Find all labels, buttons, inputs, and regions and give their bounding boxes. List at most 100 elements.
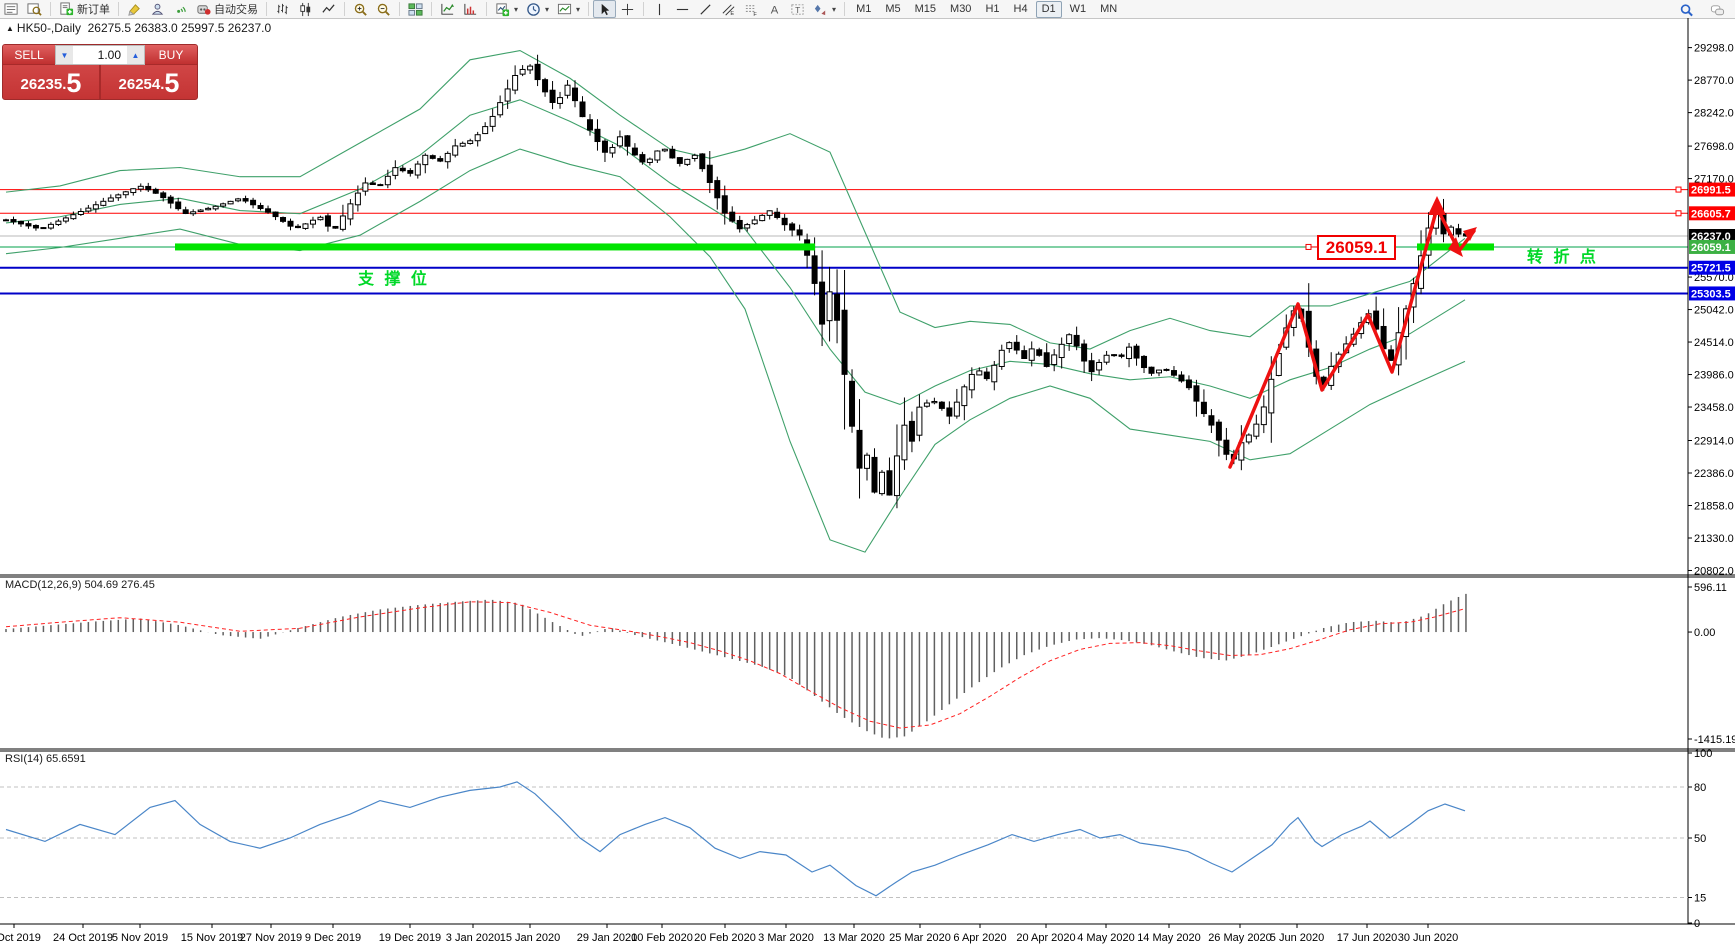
svg-text:E: E (730, 11, 734, 17)
search-button[interactable] (1675, 1, 1698, 19)
new-order-button[interactable]: 新订单 (55, 0, 114, 18)
timeframe-m5-button[interactable]: M5 (885, 3, 901, 15)
indicator-window-button[interactable] (436, 0, 459, 18)
timeframe-m30-button[interactable]: M30 (950, 3, 972, 15)
signals-button[interactable] (169, 0, 192, 18)
zoom-in-button[interactable] (349, 0, 372, 18)
timeframe-h4-button[interactable]: H4 (1013, 3, 1028, 15)
volume-input[interactable]: 1.00 (73, 46, 127, 64)
svg-text:26605.7: 26605.7 (1691, 208, 1731, 220)
text-label-tool-button[interactable]: T (786, 0, 809, 18)
svg-text:21858.0: 21858.0 (1694, 500, 1734, 512)
dropdown-caret-icon[interactable]: ▾ (576, 4, 581, 14)
support-band[interactable] (175, 243, 815, 251)
templates-menu-button[interactable]: ▾ (553, 0, 584, 18)
highlighter-button[interactable] (123, 0, 146, 18)
buy-price[interactable]: 26254. 5 (118, 68, 180, 98)
timeframe-m1-button[interactable]: M1 (856, 3, 872, 15)
bars-icon (275, 2, 290, 17)
support-annotation[interactable]: 支 撑 位 (357, 269, 430, 288)
date-label: 17 Jun 2020 (1337, 932, 1398, 944)
svg-text:596.11: 596.11 (1694, 582, 1727, 594)
timeframe-h1-button[interactable]: H1 (985, 3, 1000, 15)
turning-point-annotation[interactable]: 转 折 点 (1527, 247, 1599, 266)
terminal-icon (4, 2, 19, 17)
equidistant-channel-tool-button[interactable]: E (717, 0, 740, 18)
cursor-icon (597, 2, 612, 17)
objects-list-button[interactable] (459, 0, 482, 18)
toolbar-separator (844, 2, 846, 16)
toolbar-separator (486, 2, 487, 16)
bollinger-lower (5, 148, 1466, 553)
terminal-toggle-button[interactable] (0, 0, 23, 18)
timeframe-mn-button[interactable]: MN (1100, 3, 1118, 15)
rsi-panel: 100 80 50 15 0 (0, 748, 1712, 930)
timeframe-w1-button[interactable]: W1 (1069, 3, 1087, 15)
candlestick-chart-mode-button[interactable] (294, 0, 317, 18)
text-tool-button[interactable]: A (763, 0, 786, 18)
periods-menu-button[interactable]: ▾ (522, 0, 553, 18)
date-label: 29 Jan 2020 (577, 932, 638, 944)
timeframe-d1-button[interactable]: D1 (1035, 0, 1062, 18)
autotrading-button[interactable]: 自动交易 (192, 0, 262, 18)
svg-text:25721.5: 25721.5 (1691, 263, 1731, 275)
dropdown-caret-icon[interactable]: ▾ (832, 4, 837, 14)
tile-windows-button[interactable] (404, 0, 427, 18)
dropdown-caret-icon[interactable]: ▾ (545, 4, 550, 14)
expert-advisors-button[interactable] (146, 0, 169, 18)
addind-icon (495, 2, 510, 17)
vertical-line-tool-button[interactable] (648, 0, 671, 18)
crosshair-tool-button[interactable] (616, 0, 639, 18)
chart-title: ▲ HK50-,Daily 26275.5 26383.0 25997.5 262… (6, 21, 271, 35)
navigator-toggle-button[interactable] (23, 0, 46, 18)
arrows-tool-button[interactable]: ▾ (809, 0, 840, 18)
trend-arrow[interactable] (1228, 196, 1477, 469)
bar-chart-mode-button[interactable] (271, 0, 294, 18)
cursor-tool-button[interactable] (593, 0, 617, 18)
zoom-out-button[interactable] (372, 0, 395, 18)
vline-icon (652, 2, 667, 17)
collapse-trade-panel-icon[interactable]: ▲ (6, 24, 14, 33)
signal-icon (173, 2, 188, 17)
date-label: 26 May 2020 (1208, 932, 1272, 944)
volume-up-button[interactable]: ▲ (127, 46, 144, 64)
svg-text:0: 0 (1694, 918, 1700, 930)
volume-down-button[interactable]: ▼ (56, 46, 73, 64)
toolbar-separator (431, 2, 432, 16)
sell-button[interactable]: SELL (3, 45, 55, 65)
fibonacci-tool-button[interactable]: F (740, 0, 763, 18)
line-handle[interactable] (1675, 210, 1682, 217)
bollinger-bands (5, 49, 1466, 553)
dropdown-caret-icon[interactable]: ▾ (514, 4, 519, 14)
line-chart-mode-button[interactable] (317, 0, 340, 18)
svg-text:29298.0: 29298.0 (1694, 43, 1734, 55)
buy-button[interactable]: BUY (145, 45, 197, 65)
svg-text:20802.0: 20802.0 (1694, 565, 1734, 577)
svg-text:22914.0: 22914.0 (1694, 436, 1734, 448)
horizontal-line-tool-button[interactable] (671, 0, 694, 18)
ohlc-values: 26275.5 26383.0 25997.5 26237.0 (87, 21, 272, 35)
date-label: 5 Nov 2019 (112, 932, 168, 944)
date-label: 20 Feb 2020 (694, 932, 756, 944)
svg-text:100: 100 (1694, 748, 1712, 760)
labelT-icon: T (790, 2, 805, 17)
one-click-trading-panel: SELL ▼ 1.00 ▲ BUY 26235. 5 26254. 5 (2, 44, 198, 100)
trendline-tool-button[interactable] (694, 0, 717, 18)
timeframe-m15-button[interactable]: M15 (914, 3, 937, 15)
price-tag-26059[interactable]: 26059.1 (1305, 235, 1396, 260)
price-badge-25721.5 (1689, 260, 1735, 275)
volume-stepper: ▼ 1.00 ▲ (55, 45, 145, 65)
sell-price[interactable]: 26235. 5 (3, 65, 101, 99)
toolbar: 新订单 自动交易 ▾ ▾ ▾ E F A T ▾ M1 M5 M15 M30 H1 H4 D1 W1 MN (0, 0, 1735, 19)
bollinger-upper (5, 49, 1466, 350)
autotrading-label: 自动交易 (214, 4, 258, 16)
line-handle[interactable] (1675, 186, 1682, 193)
neworder-icon (59, 1, 74, 17)
channel-icon: E (721, 2, 736, 17)
community-chat-button[interactable] (1706, 1, 1729, 19)
toolbar-separator (118, 2, 119, 16)
add-indicators-button[interactable]: ▾ (491, 0, 522, 18)
svg-text:-1415.19: -1415.19 (1694, 734, 1735, 746)
